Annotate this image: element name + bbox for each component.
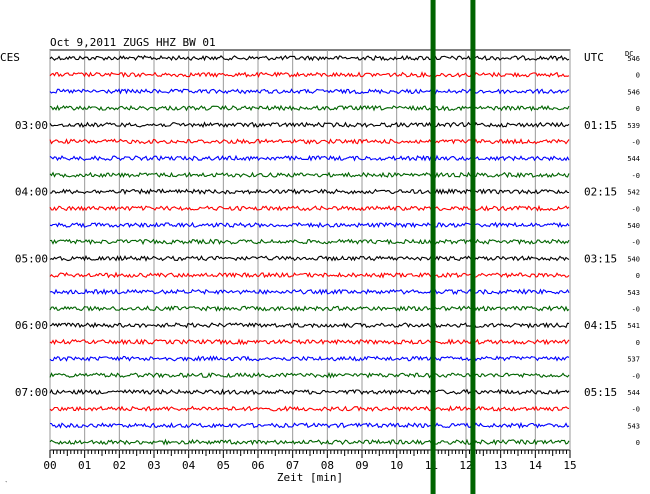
dc-value: 541	[627, 322, 640, 330]
traces	[49, 54, 570, 446]
trace-line	[49, 405, 570, 412]
trace-line	[49, 288, 570, 296]
x-tick-label: 08	[321, 459, 334, 472]
corner-mark: ‵	[4, 480, 8, 488]
trace-line	[49, 255, 570, 262]
x-tick-label: 14	[529, 459, 543, 472]
dc-value: 543	[627, 289, 640, 297]
trace-line	[49, 221, 570, 229]
dc-label: DC	[625, 50, 633, 58]
dc-value: 544	[627, 155, 640, 163]
dc-value: 544	[627, 389, 640, 397]
dc-value: -0	[632, 139, 640, 147]
left-time-label: 03:00	[15, 119, 48, 132]
trace-line	[49, 188, 569, 196]
grid	[49, 50, 571, 458]
trace-line	[49, 321, 570, 329]
trace-line	[49, 54, 570, 62]
left-time-label: 05:00	[15, 252, 48, 265]
x-tick-label: 09	[355, 459, 368, 472]
trace-line	[49, 204, 570, 212]
trace-line	[49, 305, 570, 312]
trace-line	[49, 338, 570, 346]
plot-frame	[49, 49, 571, 451]
trace-line	[49, 138, 570, 145]
left-time-label: 06:00	[15, 319, 48, 332]
x-tick-label: 10	[390, 459, 403, 472]
right-axis-label: UTC	[584, 51, 604, 64]
dc-value: 546	[627, 55, 640, 63]
left-axis-label: CES	[0, 51, 20, 64]
x-tick-label: 01	[78, 459, 91, 472]
trace-line	[49, 355, 570, 362]
dc-value: 540	[627, 222, 640, 230]
x-tick-label: 13	[494, 459, 507, 472]
right-time-label: 05:15	[584, 386, 617, 399]
trace-line	[49, 438, 570, 446]
trace-line	[49, 71, 570, 79]
dc-value: -0	[632, 172, 640, 180]
dc-value: -0	[632, 239, 640, 247]
trace-line	[49, 421, 570, 429]
x-axis-label: Zeit [min]	[277, 471, 343, 484]
x-tick-label: 15	[563, 459, 576, 472]
trace-line	[49, 271, 570, 279]
trace-line	[49, 104, 570, 112]
x-tick-label: 12	[459, 459, 472, 472]
dc-value: 0	[636, 439, 640, 447]
dc-value: 0	[636, 339, 640, 347]
right-time-label: 03:15	[584, 252, 617, 265]
dc-value: -0	[632, 306, 640, 314]
dc-value: 0	[636, 105, 640, 113]
x-tick-label: 00	[43, 459, 56, 472]
dc-value: 0	[636, 272, 640, 280]
trace-line	[49, 88, 570, 95]
dc-value: -0	[632, 205, 640, 213]
x-tick-label: 04	[182, 459, 196, 472]
dc-value: 542	[627, 189, 640, 197]
trace-line	[49, 171, 570, 179]
right-time-label: 04:15	[584, 319, 617, 332]
x-tick-label: 02	[113, 459, 126, 472]
dc-value: 0	[636, 72, 640, 80]
left-time-label: 07:00	[15, 386, 48, 399]
dc-value: 537	[627, 356, 640, 364]
left-time-label: 04:00	[15, 186, 48, 199]
trace-line	[49, 121, 570, 129]
dc-value: 546	[627, 88, 640, 96]
x-tick-label: 06	[251, 459, 264, 472]
x-tick-label: 03	[147, 459, 160, 472]
right-time-label: 01:15	[584, 119, 617, 132]
x-tick-label: 05	[217, 459, 230, 472]
trace-line	[49, 238, 570, 246]
dc-value: -0	[632, 406, 640, 414]
trace-line	[49, 371, 570, 379]
chart-title: Oct 9,2011 ZUGS HHZ BW 01	[50, 36, 216, 49]
axis-labels: 0001020304050607080910111213141554605460…	[15, 55, 640, 472]
dc-value: 543	[627, 422, 640, 430]
dc-value: -0	[632, 372, 640, 380]
trace-line	[49, 154, 570, 162]
event-markers	[430, 0, 476, 494]
dc-value: 540	[627, 255, 640, 263]
right-time-label: 02:15	[584, 186, 617, 199]
dc-value: 539	[627, 122, 640, 130]
x-tick-label: 07	[286, 459, 299, 472]
trace-line	[49, 388, 570, 396]
